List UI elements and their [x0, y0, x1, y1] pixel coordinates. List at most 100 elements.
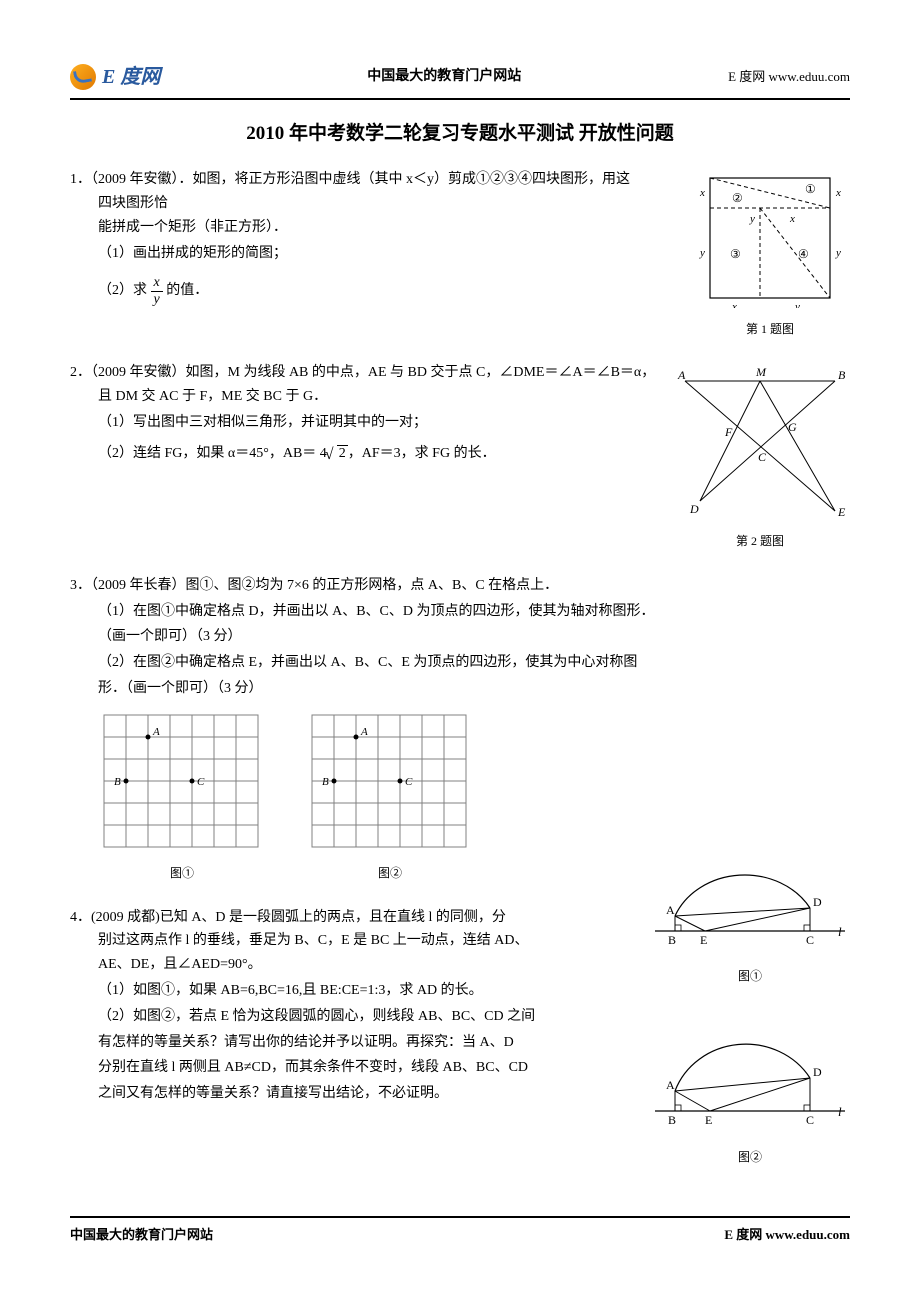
- site-logo: E 度网: [70, 60, 160, 94]
- svg-text:E: E: [705, 1113, 712, 1127]
- p4-svg2: A D B E C l: [650, 1006, 850, 1136]
- svg-text:C: C: [405, 776, 413, 788]
- svg-text:A: A: [666, 903, 675, 917]
- svg-text:C: C: [806, 933, 814, 947]
- svg-text:D: D: [689, 502, 699, 516]
- svg-text:D: D: [813, 895, 822, 909]
- grid2-caption: 图②: [306, 863, 474, 883]
- p2-sub2: （2）连结 FG，如果 α＝45°，AB＝ 4 2，AF＝3，求 FG 的长．: [70, 442, 656, 466]
- svg-text:G: G: [788, 420, 797, 434]
- svg-text:①: ①: [805, 182, 816, 196]
- svg-text:E: E: [700, 933, 707, 947]
- svg-text:x: x: [699, 187, 705, 199]
- svg-text:x: x: [789, 213, 795, 225]
- svg-text:x: x: [835, 187, 841, 199]
- page-header: E 度网 中国最大的教育门户网站 E 度网 www.eduu.com: [70, 60, 850, 100]
- grid1-svg: A B C: [98, 709, 266, 853]
- svg-text:A: A: [666, 1078, 675, 1092]
- svg-text:②: ②: [732, 191, 743, 205]
- svg-text:M: M: [755, 365, 767, 379]
- page-footer: 中国最大的教育门户网站 E 度网 www.eduu.com: [70, 1216, 850, 1246]
- p4-figures: A D B E C l 图① A D B: [650, 826, 850, 1168]
- p3-sub1b: （画一个即可）（3 分）: [70, 625, 850, 649]
- svg-text:F: F: [724, 425, 733, 439]
- footer-right: E 度网 www.eduu.com: [724, 1224, 850, 1246]
- p4-svg1: A D B E C l: [650, 826, 850, 956]
- svg-text:B: B: [114, 776, 121, 788]
- sqrt-icon: 2: [327, 442, 348, 466]
- p4-sub2d: 之间又有怎样的等量关系？请直接写出结论，不必证明。: [70, 1082, 590, 1106]
- svg-text:x: x: [731, 301, 737, 308]
- svg-text:B: B: [838, 368, 846, 382]
- p4-cap1: 图①: [650, 966, 850, 986]
- p2-sub1: （1）写出图中三对相似三角形，并证明其中的一对；: [70, 411, 656, 435]
- p4-cap2: 图②: [650, 1147, 850, 1167]
- p2-sub2b: ，AF＝3，求 FG 的长．: [348, 446, 496, 461]
- svg-text:③: ③: [730, 247, 741, 261]
- p4-fig2: A D B E C l 图②: [650, 1006, 850, 1167]
- problem-4: A D B E C l 图① A D B: [70, 906, 850, 1186]
- svg-text:C: C: [806, 1113, 814, 1127]
- p3-sub2: （2）在图②中确定格点 E，并画出以 A、B、C、E 为顶点的四边形，使其为中心…: [70, 651, 850, 675]
- svg-text:y: y: [794, 301, 800, 308]
- p1-line2: 四块图形恰: [70, 192, 676, 216]
- p1-caption: 第 1 题图: [690, 319, 850, 339]
- svg-text:B: B: [322, 776, 329, 788]
- svg-text:y: y: [835, 247, 841, 259]
- svg-text:④: ④: [798, 247, 809, 261]
- problem-2: 2．（2009 年安徽）如图，M 为线段 AB 的中点，AE 与 BD 交于点 …: [70, 361, 850, 552]
- frac-num: x: [151, 275, 163, 291]
- p4-line3: AE、DE，且∠AED=90°。: [70, 953, 590, 977]
- p3-line1: 3．（2009 年长春）图①、图②均为 7×6 的正方形网格，点 A、B、C 在…: [70, 574, 850, 598]
- p3-sub2b: 形．（画一个即可）（3 分）: [70, 677, 850, 701]
- footer-left: 中国最大的教育门户网站: [70, 1224, 213, 1246]
- p3-grid2: A B C 图②: [306, 709, 474, 884]
- p1-sub2b: 的值．: [166, 284, 208, 299]
- p4-sub2b: 有怎样的等量关系？请写出你的结论并予以证明。再探究：当 A、D: [70, 1031, 590, 1055]
- p1-fraction: x y: [151, 275, 163, 307]
- p3-grid1: A B C 图①: [98, 709, 266, 884]
- p1-svg: ① ② ③ ④ x x y y x y y x: [690, 168, 850, 308]
- p2-rad: 2: [337, 445, 348, 461]
- svg-text:A: A: [677, 368, 686, 382]
- p1-sub2a: （2）求: [98, 284, 147, 299]
- p4-fig1: A D B E C l 图①: [650, 826, 850, 987]
- p1-line3: 能拼成一个矩形（非正方形）．: [70, 216, 676, 240]
- p1-sub1: （1）画出拼成的矩形的简图；: [70, 242, 676, 266]
- page-title: 2010 年中考数学二轮复习专题水平测试 开放性问题: [70, 118, 850, 150]
- svg-text:l: l: [838, 924, 842, 939]
- logo-icon: [70, 64, 96, 90]
- grid2-svg: A B C: [306, 709, 474, 853]
- svg-text:B: B: [668, 933, 676, 947]
- p2-line1: 2．（2009 年安徽）如图，M 为线段 AB 的中点，AE 与 BD 交于点 …: [70, 361, 656, 385]
- p1-line1: 1．（2009 年安徽）．如图，将正方形沿图中虚线（其中 x＜y）剪成①②③④四…: [70, 168, 676, 192]
- p1-sub2: （2）求 x y 的值．: [70, 275, 676, 307]
- svg-text:y: y: [699, 247, 705, 259]
- p4-line2: 别过这两点作 l 的垂线，垂足为 B、C，E 是 BC 上一动点，连结 AD、: [70, 929, 590, 953]
- p1-figure: ① ② ③ ④ x x y y x y y x 第 1 题图: [690, 168, 850, 339]
- svg-text:y: y: [749, 213, 755, 225]
- p4-line1: 4．(2009 成都)已知 A、D 是一段圆弧上的两点，且在直线 l 的同侧，分: [70, 906, 590, 930]
- p2-svg: A M B F G C D E: [670, 361, 850, 521]
- p3-sub1: （1）在图①中确定格点 D，并画出以 A、B、C、D 为顶点的四边形，使其为轴对…: [70, 600, 850, 624]
- p4-sub1: （1）如图①，如果 AB=6,BC=16,且 BE:CE=1:3，求 AD 的长…: [70, 979, 590, 1003]
- svg-text:A: A: [360, 726, 368, 738]
- svg-text:D: D: [813, 1065, 822, 1079]
- p2-figure: A M B F G C D E 第 2 题图: [670, 361, 850, 552]
- header-right-text: E 度网 www.eduu.com: [728, 66, 850, 88]
- p4-sub2: （2）如图②，若点 E 恰为这段圆弧的圆心，则线段 AB、BC、CD 之间: [70, 1005, 590, 1029]
- problem-1: 1．（2009 年安徽）．如图，将正方形沿图中虚线（其中 x＜y）剪成①②③④四…: [70, 168, 850, 339]
- svg-text:C: C: [758, 450, 767, 464]
- p4-sub2c: 分别在直线 l 两侧且 AB≠CD，而其余条件不变时，线段 AB、BC、CD: [70, 1056, 590, 1080]
- svg-text:B: B: [668, 1113, 676, 1127]
- frac-den: y: [151, 292, 163, 307]
- grid1-caption: 图①: [98, 863, 266, 883]
- svg-text:C: C: [197, 776, 205, 788]
- svg-text:l: l: [838, 1104, 842, 1119]
- svg-text:E: E: [837, 505, 846, 519]
- logo-text: E 度网: [102, 60, 160, 94]
- p2-caption: 第 2 题图: [670, 531, 850, 551]
- header-center-text: 中国最大的教育门户网站: [160, 65, 728, 89]
- p2-line2: 且 DM 交 AC 于 F，ME 交 BC 于 G．: [70, 385, 656, 409]
- p2-sub2a: （2）连结 FG，如果 α＝45°，AB＝ 4: [98, 446, 327, 461]
